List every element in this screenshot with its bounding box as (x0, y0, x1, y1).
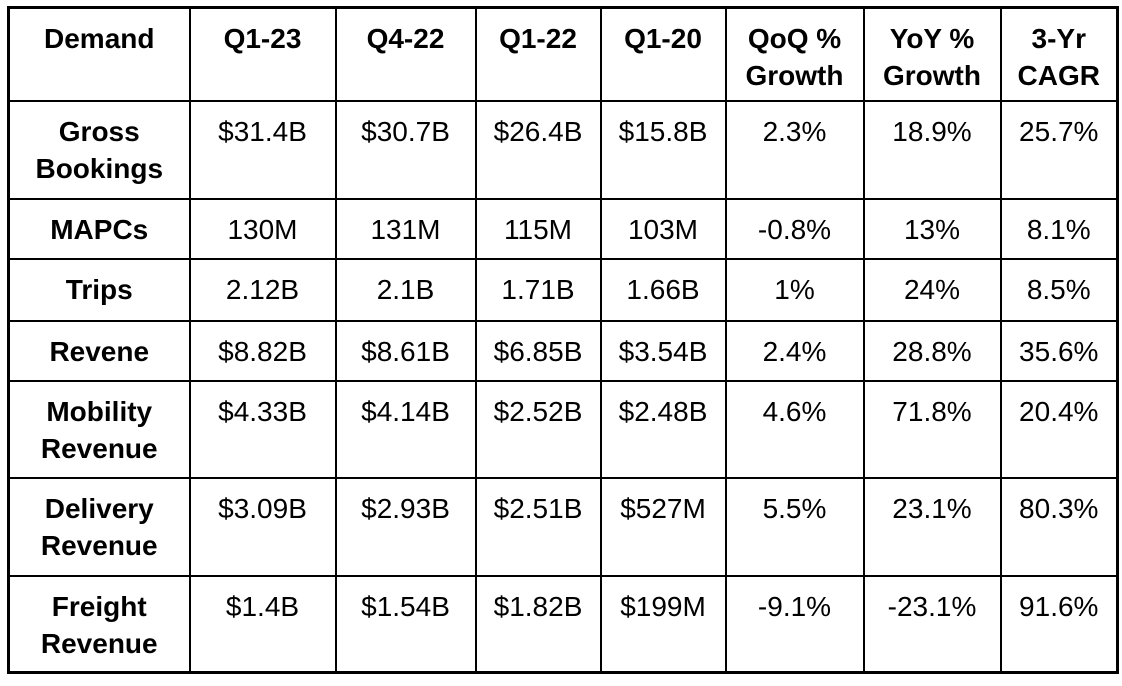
table-cell: $2.48B (599, 379, 727, 479)
row-label: Trips (7, 257, 191, 322)
table-cell: 103M (599, 197, 727, 260)
table-cell: $8.61B (334, 319, 477, 382)
table-cell: $527M (599, 476, 727, 577)
table-cell: $1.4B (188, 574, 337, 674)
table-cell: 24% (862, 257, 1002, 322)
table-cell: 4.6% (724, 379, 865, 479)
column-header-q1-22: Q1-22 (474, 6, 602, 102)
column-header-q1-20: Q1-20 (599, 6, 727, 102)
row-label: Revene (7, 319, 191, 382)
table-cell: 8.5% (999, 257, 1119, 322)
column-header-demand: Demand (7, 6, 191, 102)
table-row-gross-bookings: Gross Bookings $31.4B $30.7B $26.4B $15.8B 2.… (7, 99, 1119, 200)
table-cell: $1.54B (334, 574, 477, 674)
row-label: Mobility Revenue (7, 379, 191, 479)
table-cell: $3.09B (188, 476, 337, 577)
table-cell: 13% (862, 197, 1002, 260)
row-label: Delivery Revenue (7, 476, 191, 577)
table-cell: 2.1B (334, 257, 477, 322)
table-cell: 5.5% (724, 476, 865, 577)
table-header: Demand Q1-23 Q4-22 Q1-22 Q1-20 QoQ % Growth Yo… (7, 6, 1119, 102)
header-row: Demand Q1-23 Q4-22 Q1-22 Q1-20 QoQ % Growth Yo… (7, 6, 1119, 102)
table-cell: 71.8% (862, 379, 1002, 479)
table-cell: $30.7B (334, 99, 477, 200)
table-cell: 25.7% (999, 99, 1119, 200)
table-cell: 28.8% (862, 319, 1002, 382)
table-cell: $6.85B (474, 319, 602, 382)
column-header-q4-22: Q4-22 (334, 6, 477, 102)
table-cell: 1.66B (599, 257, 727, 322)
column-header-3-yr-cagr: 3-Yr CAGR (999, 6, 1119, 102)
table-cell: -23.1% (862, 574, 1002, 674)
table-cell: $4.14B (334, 379, 477, 479)
table-cell: $2.52B (474, 379, 602, 479)
table-cell: 1.71B (474, 257, 602, 322)
table-row-mapcs: MAPCs 130M 131M 115M 103M -0.8% 13% 8.1% (7, 197, 1119, 260)
table-cell: 2.4% (724, 319, 865, 382)
column-header-q1-23: Q1-23 (188, 6, 337, 102)
table-cell: $2.93B (334, 476, 477, 577)
table-cell: 91.6% (999, 574, 1119, 674)
row-label: Freight Revenue (7, 574, 191, 674)
table-cell: 80.3% (999, 476, 1119, 577)
table-row-revene: Revene $8.82B $8.61B $6.85B $3.54B 2.4% 28.8% 3… (7, 319, 1119, 382)
table-cell: -0.8% (724, 197, 865, 260)
table-cell: 130M (188, 197, 337, 260)
table-cell: 35.6% (999, 319, 1119, 382)
table-cell: $15.8B (599, 99, 727, 200)
table-cell: $31.4B (188, 99, 337, 200)
column-header-yoy-growth: YoY % Growth (862, 6, 1002, 102)
row-label: Gross Bookings (7, 99, 191, 200)
table-cell: 2.3% (724, 99, 865, 200)
table-cell: 20.4% (999, 379, 1119, 479)
table-cell: 8.1% (999, 197, 1119, 260)
table-cell: 115M (474, 197, 602, 260)
table-cell: -9.1% (724, 574, 865, 674)
table-cell: 23.1% (862, 476, 1002, 577)
table-row-mobility-revenue: Mobility Revenue $4.33B $4.14B $2.52B $2.48B… (7, 379, 1119, 479)
table-cell: $2.51B (474, 476, 602, 577)
table-row-delivery-revenue: Delivery Revenue $3.09B $2.93B $2.51B $527M 5… (7, 476, 1119, 577)
table-cell: $4.33B (188, 379, 337, 479)
table-cell: 1% (724, 257, 865, 322)
table-cell: 2.12B (188, 257, 337, 322)
row-label: MAPCs (7, 197, 191, 260)
table-cell: 131M (334, 197, 477, 260)
table-row-freight-revenue: Freight Revenue $1.4B $1.54B $1.82B $199M -9.… (7, 574, 1119, 674)
table-row-trips: Trips 2.12B 2.1B 1.71B 1.66B 1% 24% 8.5% (7, 257, 1119, 322)
table-cell: $1.82B (474, 574, 602, 674)
column-header-qoq-growth: QoQ % Growth (724, 6, 865, 102)
table-cell: $26.4B (474, 99, 602, 200)
table-body: Gross Bookings $31.4B $30.7B $26.4B $15.8B 2.… (7, 99, 1119, 674)
table-cell: $8.82B (188, 319, 337, 382)
table-cell: $3.54B (599, 319, 727, 382)
demand-metrics-table: Demand Q1-23 Q4-22 Q1-22 Q1-20 QoQ % Growth Yo… (7, 6, 1119, 674)
table-cell: $199M (599, 574, 727, 674)
table-cell: 18.9% (862, 99, 1002, 200)
